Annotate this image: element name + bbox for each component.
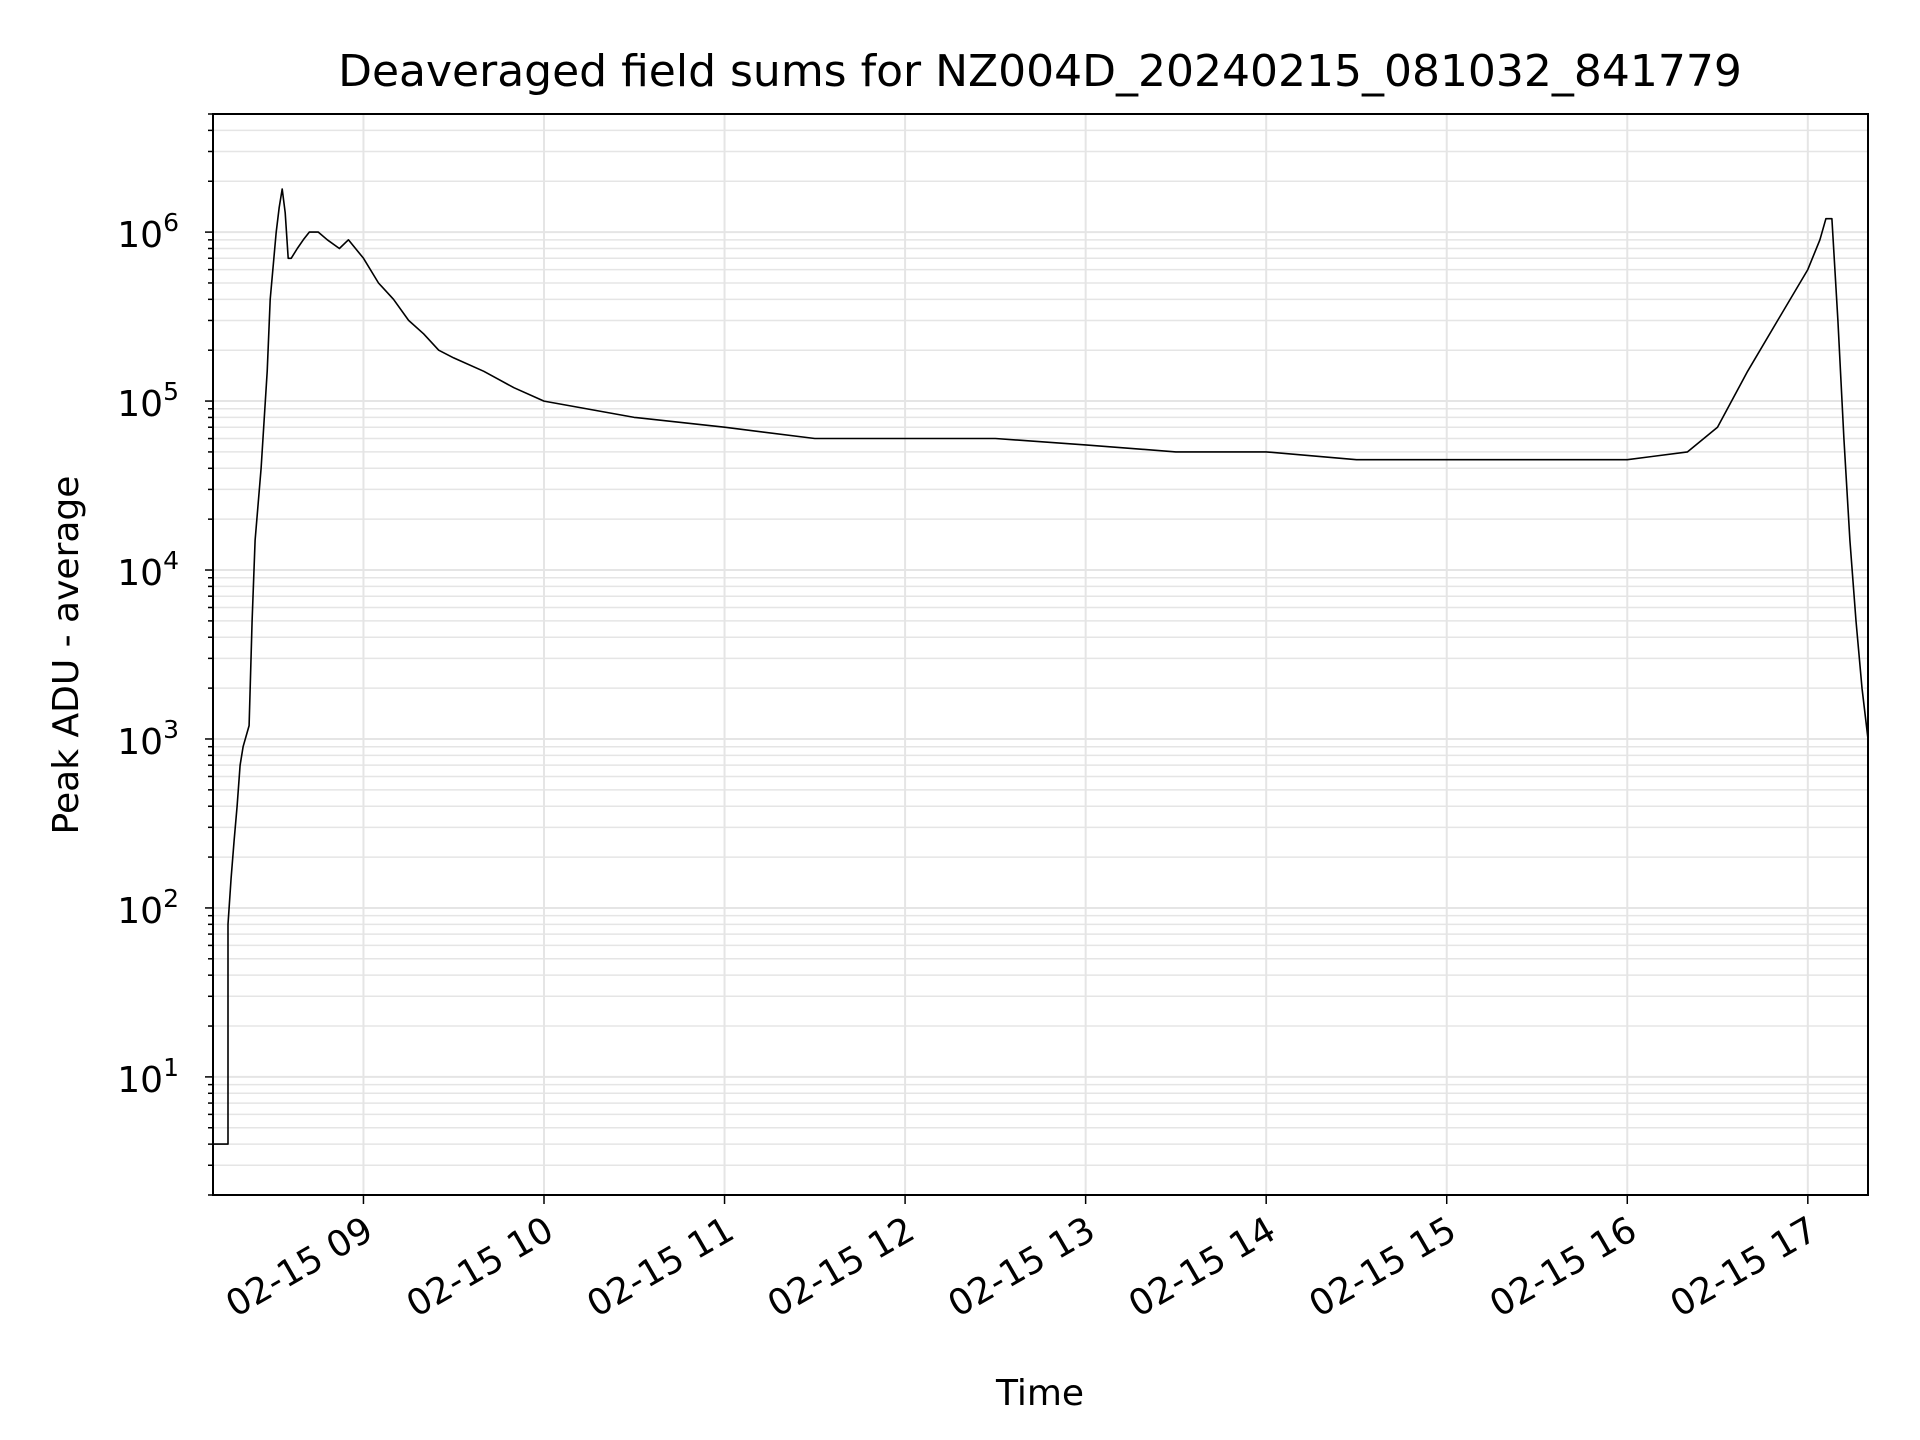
y-tick-label: 103	[117, 715, 179, 763]
y-tick-label: 102	[117, 884, 179, 932]
y-tick-label: 105	[117, 377, 179, 425]
x-axis-label: Time	[995, 1373, 1084, 1414]
y-tick-label: 106	[117, 208, 179, 256]
y-tick-base: 10	[117, 722, 163, 763]
y-tick-base: 10	[117, 1060, 163, 1101]
y-axis-label: Peak ADU - average	[46, 476, 87, 835]
y-tick-label: 104	[117, 546, 179, 594]
plot-frame	[212, 113, 1869, 1196]
y-tick-base: 10	[117, 384, 163, 425]
y-tick-exponent: 5	[163, 377, 179, 406]
y-tick-exponent: 1	[163, 1053, 179, 1082]
y-tick-exponent: 3	[163, 715, 179, 744]
y-tick-base: 10	[117, 215, 163, 256]
y-tick-base: 10	[117, 553, 163, 594]
y-tick-label: 101	[117, 1053, 179, 1101]
y-tick-exponent: 2	[163, 884, 179, 913]
grid	[213, 113, 1868, 1196]
y-tick-exponent: 6	[163, 208, 179, 237]
y-tick-exponent: 4	[163, 546, 179, 575]
chart-title: Deaveraged field sums for NZ004D_2024021…	[338, 46, 1742, 97]
y-tick-base: 10	[117, 891, 163, 932]
series-line	[213, 188, 1869, 1145]
plot-area	[213, 188, 1869, 1145]
